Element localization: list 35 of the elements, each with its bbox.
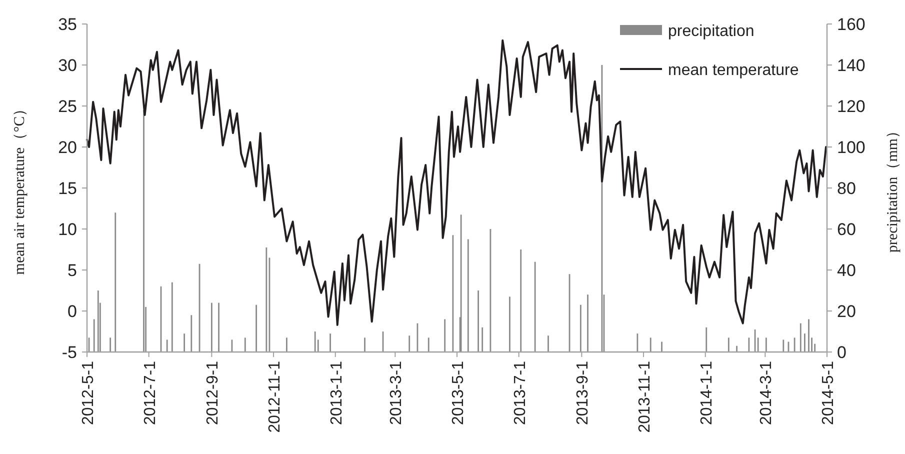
- x-tick-label: 2012-11-1: [266, 360, 284, 433]
- y-tick-label: 25: [58, 97, 77, 116]
- x-tick-label: 2013-3-1: [388, 360, 406, 426]
- x-tick-label: 2013-1-1: [328, 360, 346, 426]
- y-tick-label: 20: [58, 138, 77, 157]
- y2-tick-label: 60: [837, 220, 856, 239]
- y-axis-title: mean air temperature（°C）: [12, 101, 28, 275]
- x-tick-label: 2014-3-1: [758, 360, 776, 426]
- y2-tick-label: 100: [837, 138, 866, 157]
- y2-tick-label: 0: [837, 343, 846, 362]
- y2-tick-label: 140: [837, 56, 866, 75]
- y2-tick-label: 80: [837, 179, 856, 198]
- x-tick-label: 2012-9-1: [204, 360, 222, 426]
- y-tick-label: 15: [58, 179, 77, 198]
- x-tick-label: 2013-5-1: [450, 360, 467, 426]
- x-tick-label: 2012-5-1: [80, 360, 97, 426]
- y2-tick-label: 120: [837, 97, 866, 116]
- y-tick-label: -5: [62, 343, 77, 362]
- x-tick-label: 2014-5-1: [820, 360, 837, 426]
- y2-axis-title: precipitation（mm）: [885, 123, 901, 253]
- y2-tick-label: 40: [837, 261, 856, 280]
- y-tick-label: 0: [68, 302, 77, 321]
- x-tick-label: 2013-11-1: [636, 360, 654, 433]
- y-tick-label: 35: [58, 15, 77, 34]
- y-tick-label: 10: [58, 220, 77, 239]
- x-tick-label: 2013-9-1: [574, 360, 592, 426]
- x-tick-label: 2012-7-1: [142, 360, 159, 426]
- legend-label: precipitation: [668, 23, 754, 40]
- y-tick-label: 30: [58, 56, 77, 75]
- y2-tick-label: 160: [837, 15, 866, 34]
- y-tick-label: 5: [68, 261, 77, 280]
- x-tick-label: 2013-7-1: [512, 360, 529, 426]
- y2-tick-label: 20: [837, 302, 856, 321]
- legend-label: mean temperature: [668, 62, 799, 79]
- x-tick-label: 2014-1-1: [698, 360, 716, 426]
